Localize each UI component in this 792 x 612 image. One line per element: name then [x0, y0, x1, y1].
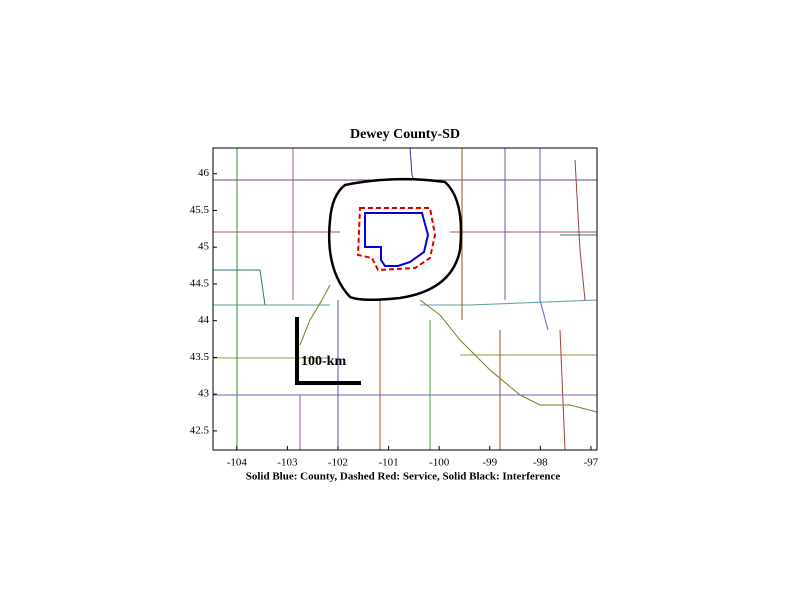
map-title: Dewey County-SD	[350, 127, 460, 142]
service-contour	[356, 207, 437, 272]
x-axis-label: Solid Blue: County, Dashed Red: Service,…	[246, 471, 561, 483]
y-tick-label: 44	[198, 314, 210, 326]
y-tick-label: 42.5	[190, 424, 210, 436]
y-tick-label: 43	[198, 388, 210, 400]
y-tick-label: 46	[198, 167, 210, 179]
scale-label: 100-km	[301, 354, 346, 369]
x-tick-label: -97	[584, 457, 599, 469]
county-boundary	[364, 212, 430, 267]
x-tick-label: -102	[328, 457, 348, 469]
interference-contour	[327, 177, 463, 301]
x-tick-label: -103	[277, 457, 298, 469]
x-tick-label: -101	[378, 457, 398, 469]
plot-frame	[212, 147, 598, 451]
x-tick-label: -100	[429, 457, 450, 469]
scale-bar: 100-km	[295, 317, 361, 385]
y-tick-label: 45.5	[190, 204, 210, 216]
county-lines	[213, 147, 598, 451]
y-tick-label: 45	[198, 241, 210, 253]
x-tick-label: -104	[227, 457, 248, 469]
x-tick-label: -98	[533, 457, 548, 469]
y-tick-label: 43.5	[190, 351, 210, 363]
y-tick-label: 44.5	[190, 277, 210, 289]
x-tick-label: -99	[482, 457, 497, 469]
